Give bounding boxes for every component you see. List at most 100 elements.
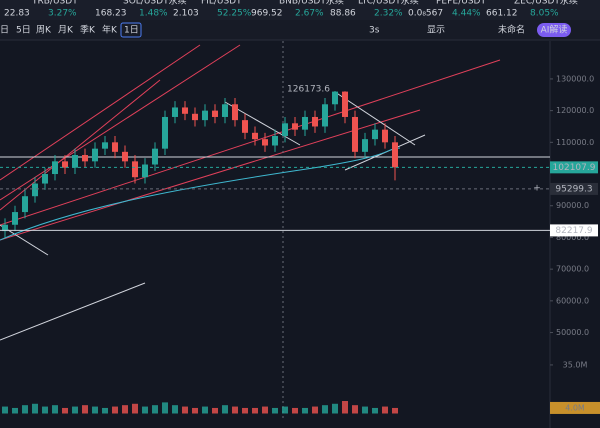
price-label: 95299.3 [555, 184, 592, 194]
toolbar [0, 20, 600, 40]
trend-line [0, 44, 241, 201]
refresh-button[interactable]: 3s [369, 26, 380, 36]
ticker-price[interactable]: 969.52 [251, 9, 283, 19]
price-label: 102107.9 [553, 163, 596, 173]
volume-bar [212, 407, 218, 414]
volume-bar [12, 407, 18, 414]
volume-bar [112, 406, 118, 414]
ticker-price[interactable]: 88.86 [330, 9, 356, 19]
ticker-change[interactable]: 2.32% [374, 9, 403, 19]
ticker-name[interactable]: ZEC/USDT永续 [514, 0, 578, 7]
candle-body [302, 116, 308, 130]
period-button[interactable]: 1日 [124, 25, 139, 36]
volume-bar [152, 405, 158, 414]
ticker-change[interactable]: 3.27% [48, 9, 77, 19]
volume-bar [182, 406, 188, 414]
price-badge [550, 224, 598, 237]
ai-badge[interactable] [537, 23, 571, 37]
candle-body [122, 151, 128, 162]
period-button[interactable]: 日 [0, 25, 9, 36]
volume-bar [92, 406, 98, 414]
candle-body [212, 110, 218, 117]
candle-body [72, 155, 78, 168]
ai-button[interactable]: AI解读 [541, 24, 568, 36]
candle-body [182, 107, 188, 114]
ticker-change[interactable]: 4.44% [452, 9, 481, 19]
period-button[interactable]: 周K [36, 25, 52, 36]
volume-bar [142, 406, 148, 414]
volume-bar [192, 407, 198, 414]
ticker-name[interactable]: FIL/USDT [201, 0, 242, 7]
candle-body [202, 110, 208, 121]
y-tick-label: 60000.0 [556, 296, 589, 305]
ticker-change[interactable]: 52.25% [217, 9, 252, 19]
candle-body [162, 116, 168, 149]
candle-body [362, 139, 368, 152]
candle-body [2, 224, 8, 232]
volume-bar [2, 406, 8, 414]
volume-bar [262, 406, 268, 414]
volume-bar [82, 405, 88, 414]
ticker-name[interactable]: SOL/USDT永续 [123, 0, 187, 7]
candle-body [12, 212, 18, 225]
price-label: 82217.9 [555, 226, 592, 236]
volume-bar [72, 406, 78, 414]
volume-bar [352, 405, 358, 414]
volume-bar [102, 407, 108, 414]
volume-bar [62, 407, 68, 414]
candle-body [282, 123, 288, 136]
candle-body [392, 142, 398, 168]
volume-bar [202, 406, 208, 414]
candle-body [142, 164, 148, 178]
peak-label: 126173.6 [287, 85, 330, 95]
ticker-price[interactable]: 168.23 [95, 9, 127, 19]
candle-body [272, 135, 278, 146]
candle-body [132, 161, 138, 178]
candle-body [242, 120, 248, 133]
candle-body [222, 104, 228, 117]
candle-body [372, 129, 378, 140]
ticker-name[interactable]: PEPE/USDT [436, 0, 486, 7]
candle-body [342, 91, 348, 117]
candle-body [292, 123, 298, 130]
volume-bar [42, 406, 48, 414]
ticker-name[interactable]: BNB/USDT永续 [279, 0, 344, 7]
candle-body [62, 161, 68, 168]
ticker-price[interactable]: 22.83 [4, 9, 30, 19]
volume-bar [312, 406, 318, 414]
candle-body [352, 116, 358, 152]
candle-body [262, 139, 268, 146]
volume-bar [302, 407, 308, 414]
volume-bar [222, 405, 228, 414]
period-button[interactable]: 年K [102, 24, 118, 36]
ticker-name[interactable]: LTC/USDT永续 [358, 0, 419, 7]
price-badge [550, 182, 598, 195]
volume-bar [392, 407, 398, 414]
ticker-price[interactable]: 661.12 [486, 9, 518, 19]
volume-bar [372, 407, 378, 414]
candle-body [332, 91, 338, 105]
volume-bar [252, 407, 258, 414]
candle-body [82, 155, 88, 162]
period-button[interactable]: 月K [58, 25, 74, 36]
ticker-price[interactable]: 0.0₈567 [408, 9, 443, 19]
period-button[interactable]: 季K [80, 24, 96, 36]
ticker-change[interactable]: 8.05% [530, 9, 559, 19]
trend-line [0, 282, 146, 341]
ticker-price[interactable]: 2.103 [173, 9, 199, 19]
volume-bar [172, 405, 178, 414]
candle-body [192, 113, 198, 121]
display-button[interactable]: 显示 [427, 25, 445, 36]
candle-body [312, 116, 318, 127]
period-button[interactable]: 5日 [16, 25, 31, 36]
ticker-name[interactable]: TRB/USDT [31, 0, 78, 7]
volume-bar [332, 403, 338, 414]
ticker-change[interactable]: 1.48% [139, 9, 168, 19]
ticker-change[interactable]: 2.67% [295, 9, 324, 19]
layout-button[interactable]: 未命名 [498, 24, 525, 36]
candle-body [322, 104, 328, 127]
volume-bar [272, 407, 278, 414]
y-tick-label: 130000.0 [556, 74, 594, 83]
